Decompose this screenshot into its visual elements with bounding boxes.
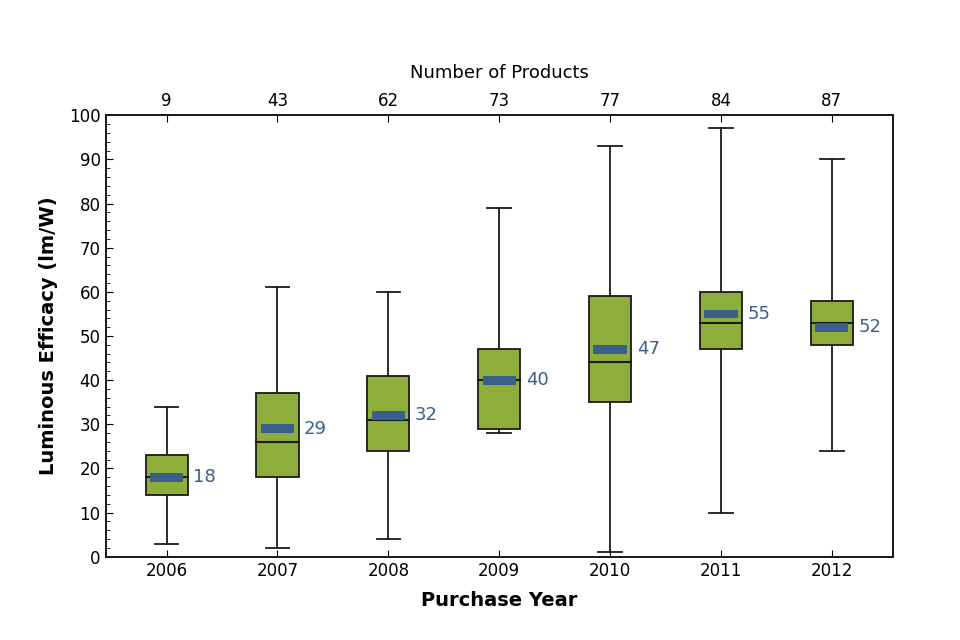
FancyBboxPatch shape bbox=[261, 424, 294, 433]
Text: 52: 52 bbox=[858, 318, 881, 336]
FancyBboxPatch shape bbox=[146, 455, 187, 495]
Text: 40: 40 bbox=[526, 371, 548, 389]
FancyBboxPatch shape bbox=[593, 345, 627, 354]
FancyBboxPatch shape bbox=[811, 301, 852, 345]
X-axis label: Purchase Year: Purchase Year bbox=[421, 591, 577, 610]
FancyBboxPatch shape bbox=[700, 292, 742, 349]
FancyBboxPatch shape bbox=[705, 310, 737, 318]
FancyBboxPatch shape bbox=[478, 349, 520, 429]
Text: 18: 18 bbox=[193, 468, 216, 486]
FancyBboxPatch shape bbox=[483, 376, 516, 385]
Text: 55: 55 bbox=[748, 305, 771, 323]
FancyBboxPatch shape bbox=[589, 296, 631, 403]
Text: 32: 32 bbox=[415, 406, 438, 424]
X-axis label: Number of Products: Number of Products bbox=[410, 65, 588, 83]
Y-axis label: Luminous Efficacy (lm/W): Luminous Efficacy (lm/W) bbox=[39, 196, 58, 476]
FancyBboxPatch shape bbox=[150, 473, 183, 482]
FancyBboxPatch shape bbox=[368, 376, 409, 451]
FancyBboxPatch shape bbox=[815, 323, 849, 332]
FancyBboxPatch shape bbox=[256, 394, 299, 477]
FancyBboxPatch shape bbox=[372, 411, 405, 420]
Text: 47: 47 bbox=[636, 340, 660, 358]
Text: 29: 29 bbox=[304, 420, 327, 438]
